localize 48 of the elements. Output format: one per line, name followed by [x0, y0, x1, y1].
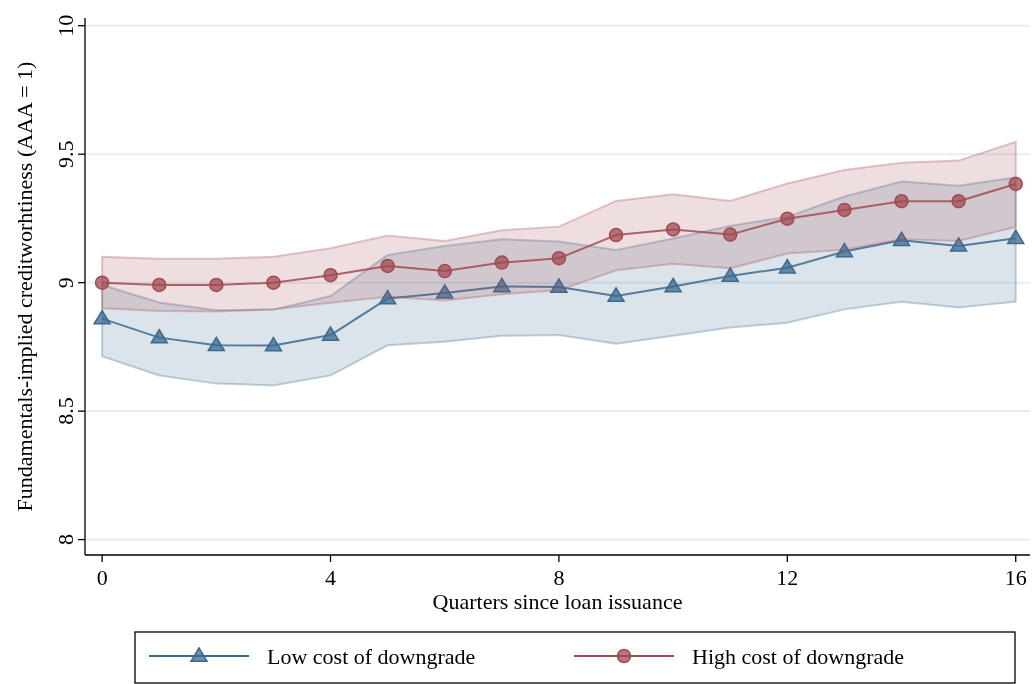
legend-label: Low cost of downgrade — [267, 644, 476, 669]
x-tick-label: 12 — [776, 565, 799, 590]
point — [380, 258, 395, 274]
x-tick-label: 4 — [325, 565, 337, 590]
point — [437, 263, 452, 279]
y-tick-label: 9.5 — [53, 140, 78, 168]
point — [493, 277, 511, 293]
point — [494, 255, 510, 270]
point — [894, 193, 909, 209]
point — [321, 326, 340, 342]
point — [837, 202, 852, 218]
point — [722, 227, 738, 242]
y-tick-label: 8.5 — [53, 397, 78, 425]
point — [892, 231, 911, 247]
point — [150, 328, 168, 344]
point — [1008, 176, 1023, 192]
legend-label: High cost of downgrade — [692, 644, 905, 669]
point — [780, 211, 795, 226]
x-axis-title: Quarters since loan issuance — [432, 589, 683, 614]
point — [266, 275, 281, 290]
point — [264, 336, 283, 352]
point — [608, 227, 624, 243]
point — [721, 267, 739, 282]
point — [835, 242, 854, 258]
point — [550, 278, 568, 293]
point — [551, 250, 567, 266]
point — [664, 277, 682, 293]
y-tick-label: 9 — [53, 277, 78, 289]
x-tick-label: 0 — [96, 565, 108, 590]
y-tick-label: 8 — [53, 534, 78, 546]
y-tick-label: 10 — [53, 14, 78, 37]
y-axis-title: Fundamentals-implied creditworhtiness (AAA = 1) — [12, 61, 37, 512]
point — [778, 258, 797, 274]
point — [207, 336, 226, 352]
point — [665, 222, 681, 237]
point — [151, 277, 167, 293]
point — [93, 309, 111, 325]
x-tick-label: 8 — [553, 565, 565, 590]
point — [607, 287, 625, 302]
point — [949, 237, 968, 252]
point — [209, 277, 224, 293]
x-tick-label: 16 — [1004, 565, 1027, 590]
point — [378, 289, 397, 305]
point — [435, 284, 454, 299]
point — [94, 275, 110, 290]
point — [951, 193, 966, 209]
point — [1006, 229, 1025, 245]
point — [323, 267, 338, 283]
